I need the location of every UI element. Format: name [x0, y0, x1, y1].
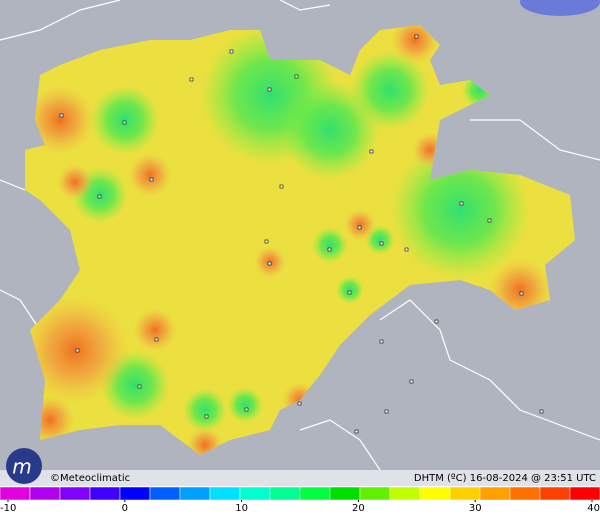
colorbar-tick-label: 0 — [122, 503, 128, 514]
caption: DHTM (ºC) 16-08-2024 @ 23:51 UTC — [414, 473, 596, 484]
colorbar-cell — [179, 486, 211, 501]
colorbar-cell — [209, 486, 241, 501]
colorbar-tick-label: -10 — [0, 503, 16, 514]
colorbar-cell — [329, 486, 361, 501]
colorbar-cell — [89, 486, 121, 501]
sea — [520, 0, 600, 16]
colorbar-cell — [449, 486, 481, 501]
colorbar-cell — [0, 486, 31, 501]
colorbar-tick-label: 20 — [352, 503, 365, 514]
colorbar-cell — [509, 486, 541, 501]
borders — [0, 0, 600, 471]
stations — [59, 34, 544, 434]
colorbar-cell — [239, 486, 271, 501]
colorbar-tick-label: 40 — [587, 503, 600, 514]
colorbar-cell — [29, 486, 61, 501]
colorbar-tick-label: 10 — [235, 503, 248, 514]
colorbar-cell — [269, 486, 301, 501]
colorbar-cell — [389, 486, 421, 501]
colorbar-cell — [149, 486, 181, 501]
logo-mark: m — [12, 455, 31, 479]
logo — [6, 448, 42, 484]
colorbar-cell — [119, 486, 151, 501]
colorbar-cell — [59, 486, 91, 501]
credit: ©Meteoclimatic — [50, 473, 130, 484]
colorbar-cell — [359, 486, 391, 501]
colorbar-cell — [539, 486, 571, 501]
colorbar-cell — [299, 486, 331, 501]
colorbar-tick-label: 30 — [469, 503, 482, 514]
colorbar-cell — [419, 486, 451, 501]
footer-bar — [0, 470, 600, 486]
colorbar-cell — [569, 486, 600, 501]
colorbar-cell — [479, 486, 511, 501]
